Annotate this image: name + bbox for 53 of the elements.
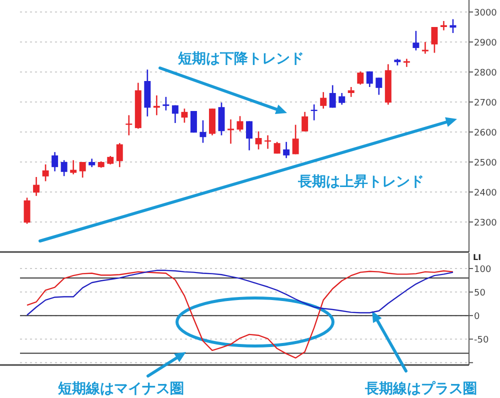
candlestick: [403, 58, 410, 68]
y-tick-label: 2500: [474, 158, 498, 168]
y-tick-label: 2300: [474, 218, 498, 228]
candlestick: [292, 124, 299, 155]
candlestick: [190, 110, 197, 134]
text: 短期線はマイナス圏: [57, 381, 184, 397]
candlestick: [181, 108, 188, 124]
y-tick-label: 3000: [474, 8, 498, 18]
candlestick: [302, 111, 308, 132]
line-series: [26, 270, 454, 359]
y-tick-label: 50: [474, 288, 486, 299]
candlestick: [357, 70, 364, 86]
candlestick: [412, 30, 420, 52]
candlestick: [376, 77, 382, 96]
candlestick: [236, 115, 244, 132]
candlestick: [24, 197, 30, 224]
text: 長期線はプラス圏: [364, 380, 477, 397]
candlestick: [200, 120, 206, 144]
candlestick: [42, 164, 49, 182]
annotation: 短期は下降トレンド: [177, 51, 304, 67]
candlestick: [246, 120, 253, 151]
candlestick: [422, 41, 428, 54]
y-tick-label: 0: [474, 312, 480, 322]
candlestick: [172, 104, 178, 124]
candlestick: [431, 26, 438, 54]
y-tick-label: 2400: [474, 188, 498, 198]
candlestick: [60, 160, 68, 177]
candlestick: [320, 91, 327, 110]
candlestick: [255, 130, 262, 150]
candlestick: [52, 151, 58, 172]
candlestick: [33, 176, 40, 197]
candlestick: [218, 102, 225, 136]
text: LI: [473, 253, 482, 262]
candlestick: [329, 84, 336, 108]
candlestick: [79, 161, 86, 178]
annotation: 長期は上昇トレンド: [297, 174, 424, 190]
y-tick-label: 2800: [474, 68, 498, 78]
candlestick: [283, 141, 290, 159]
y-tick-label: 2900: [474, 38, 498, 48]
candlestick: [162, 96, 170, 112]
candlestick: [338, 92, 346, 106]
y-tick-label: 2700: [474, 98, 498, 108]
candlestick: [366, 70, 373, 88]
candlestick: [450, 18, 456, 34]
candlestick: [440, 20, 447, 31]
candlestick: [228, 118, 234, 144]
candlestick: [126, 114, 132, 136]
candlestick: [116, 142, 123, 168]
y-tick-label: 2600: [474, 128, 498, 138]
y-tick-label: -50: [474, 336, 489, 346]
candlestick: [70, 160, 77, 175]
y-tick-label: 100: [474, 265, 492, 276]
candlestick: [348, 86, 354, 98]
